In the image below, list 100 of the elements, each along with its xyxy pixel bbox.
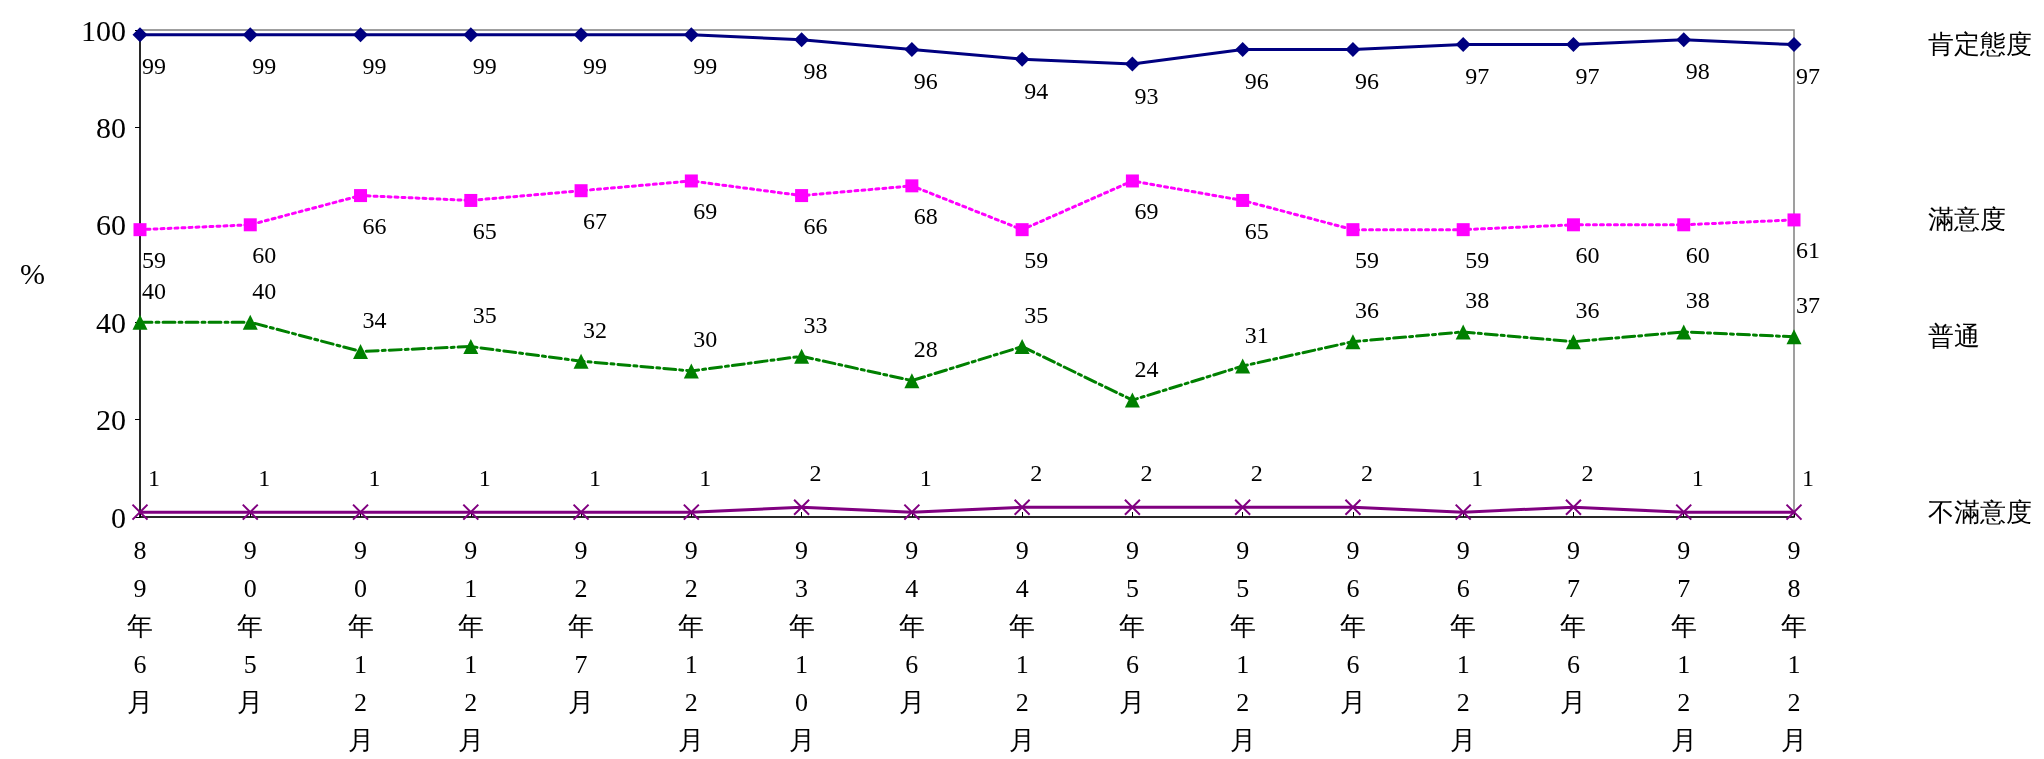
data-label: 34 <box>362 306 387 333</box>
data-label: 24 <box>1134 355 1159 382</box>
data-label: 2 <box>1140 460 1153 487</box>
data-label: 33 <box>803 311 828 338</box>
x-tick-label: 89年6月 <box>127 535 153 717</box>
x-tick-label: 92年12月 <box>678 535 705 755</box>
point <box>903 503 921 521</box>
point <box>241 503 259 521</box>
data-label: 38 <box>1685 287 1710 314</box>
data-label: 96 <box>913 67 938 94</box>
data-label: 2 <box>1360 460 1373 487</box>
point <box>132 27 148 43</box>
point <box>1676 32 1692 48</box>
data-label: 93 <box>1134 82 1159 109</box>
data-label: 2 <box>1250 460 1263 487</box>
point <box>1564 498 1582 516</box>
point <box>683 363 699 379</box>
point <box>1234 498 1252 516</box>
x-tick-label: 95年6月 <box>1119 535 1146 717</box>
point <box>573 27 589 43</box>
data-label: 60 <box>1685 242 1710 269</box>
data-label: 2 <box>1581 460 1594 487</box>
point <box>793 498 811 516</box>
point <box>1786 37 1802 53</box>
point <box>682 503 700 521</box>
point <box>354 189 368 203</box>
data-label: 99 <box>142 53 166 80</box>
data-label: 67 <box>583 208 608 235</box>
data-label: 1 <box>589 465 602 492</box>
data-label: 59 <box>1354 247 1379 274</box>
data-label: 1 <box>148 465 160 492</box>
point <box>1455 37 1471 53</box>
point <box>904 41 920 57</box>
data-label: 32 <box>583 316 608 343</box>
point <box>1346 223 1360 237</box>
point <box>242 27 258 43</box>
point <box>133 223 147 237</box>
point <box>1013 498 1031 516</box>
data-label: 59 <box>1024 247 1049 274</box>
x-tick-label: 98年12月 <box>1781 535 1807 755</box>
point <box>572 503 590 521</box>
point <box>1566 218 1580 232</box>
data-label: 1 <box>1471 465 1484 492</box>
data-label: 69 <box>693 198 718 225</box>
data-label: 68 <box>913 203 938 230</box>
x-tick-label: 96年12月 <box>1450 535 1477 755</box>
data-label: 99 <box>583 53 608 80</box>
point <box>1786 329 1802 345</box>
data-label: 99 <box>693 53 718 80</box>
point <box>464 193 478 207</box>
data-label: 40 <box>252 277 277 304</box>
point <box>794 32 810 48</box>
point <box>684 174 698 188</box>
y-tick-label: 40 <box>96 305 126 339</box>
data-label: 99 <box>252 53 277 80</box>
point <box>463 27 479 43</box>
point <box>1565 37 1581 53</box>
point <box>1125 174 1139 188</box>
point <box>353 27 369 43</box>
y-tick-label: 0 <box>111 500 126 534</box>
point <box>131 503 149 521</box>
data-label: 60 <box>252 242 277 269</box>
data-label: 66 <box>803 213 828 240</box>
data-label: 1 <box>478 465 491 492</box>
data-label: 60 <box>1575 242 1600 269</box>
point <box>463 339 479 355</box>
point <box>243 218 257 232</box>
data-label: 97 <box>1465 63 1490 90</box>
data-label: 96 <box>1354 67 1379 94</box>
data-label: 96 <box>1244 67 1269 94</box>
point <box>1124 56 1140 72</box>
data-label: 98 <box>803 58 828 85</box>
data-label: 1 <box>919 465 932 492</box>
data-label: 59 <box>142 247 166 274</box>
data-label: 37 <box>1796 292 1820 319</box>
point <box>905 179 919 193</box>
point <box>132 314 148 330</box>
data-label: 65 <box>472 217 497 244</box>
x-tick-label: 95年12月 <box>1229 535 1256 755</box>
x-tick-label: 91年12月 <box>457 535 484 755</box>
data-label: 1 <box>368 465 381 492</box>
point <box>1455 324 1471 340</box>
point <box>1345 334 1361 350</box>
point <box>462 503 480 521</box>
point <box>352 503 370 521</box>
point <box>242 314 258 330</box>
point <box>1235 41 1251 57</box>
y-axis-title: % <box>20 257 45 290</box>
point <box>1787 213 1801 227</box>
y-tick-label: 100 <box>81 13 126 47</box>
data-label: 36 <box>1575 297 1600 324</box>
point <box>1015 223 1029 237</box>
data-label: 69 <box>1134 198 1159 225</box>
point <box>353 343 369 359</box>
point <box>1676 324 1692 340</box>
x-tick-label: 97年6月 <box>1560 535 1587 717</box>
data-label: 2 <box>809 460 822 487</box>
data-label: 36 <box>1354 297 1379 324</box>
data-label: 35 <box>1024 302 1049 329</box>
data-label: 65 <box>1244 217 1269 244</box>
